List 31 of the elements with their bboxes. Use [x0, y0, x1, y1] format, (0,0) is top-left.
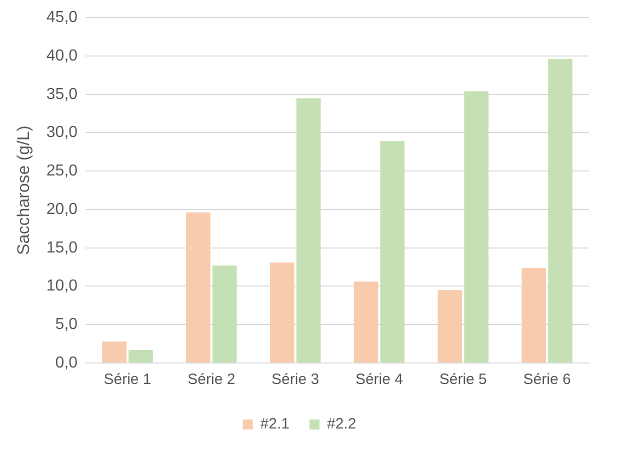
bar — [128, 350, 153, 362]
y-tick-label: 45,0 — [46, 9, 78, 26]
y-tick-label: 10,0 — [46, 278, 78, 295]
y-tick-label: 40,0 — [46, 47, 78, 64]
x-tick-label: Série 5 — [439, 371, 487, 388]
y-tick-label: 15,0 — [46, 239, 78, 256]
bar — [438, 290, 462, 362]
x-tick-label: Série 1 — [104, 371, 152, 388]
x-tick-label: Série 3 — [272, 371, 320, 388]
y-tick-label: 25,0 — [46, 162, 78, 180]
y-tick-label: 5,0 — [55, 316, 78, 334]
bar — [380, 141, 405, 362]
bar — [212, 266, 237, 362]
legend-label: #2.1 — [260, 416, 290, 433]
legend-label: #2.2 — [327, 416, 356, 433]
y-tick-label: 30,0 — [46, 124, 78, 142]
bar — [270, 262, 294, 362]
y-tick-label: 20,0 — [46, 200, 78, 218]
y-axis-title: Saccharose (g/L) — [14, 126, 33, 256]
x-tick-label: Série 6 — [523, 371, 571, 388]
x-tick-label: Série 2 — [188, 371, 236, 388]
y-tick-label: 0,0 — [55, 354, 78, 372]
bar — [522, 268, 546, 362]
bar — [548, 59, 572, 362]
x-tick-label: Série 4 — [355, 371, 403, 388]
bar — [464, 91, 489, 362]
y-tick-label: 35,0 — [46, 86, 78, 103]
bar — [296, 98, 321, 362]
bar — [354, 282, 378, 362]
bar — [102, 342, 126, 362]
bar — [186, 212, 210, 362]
